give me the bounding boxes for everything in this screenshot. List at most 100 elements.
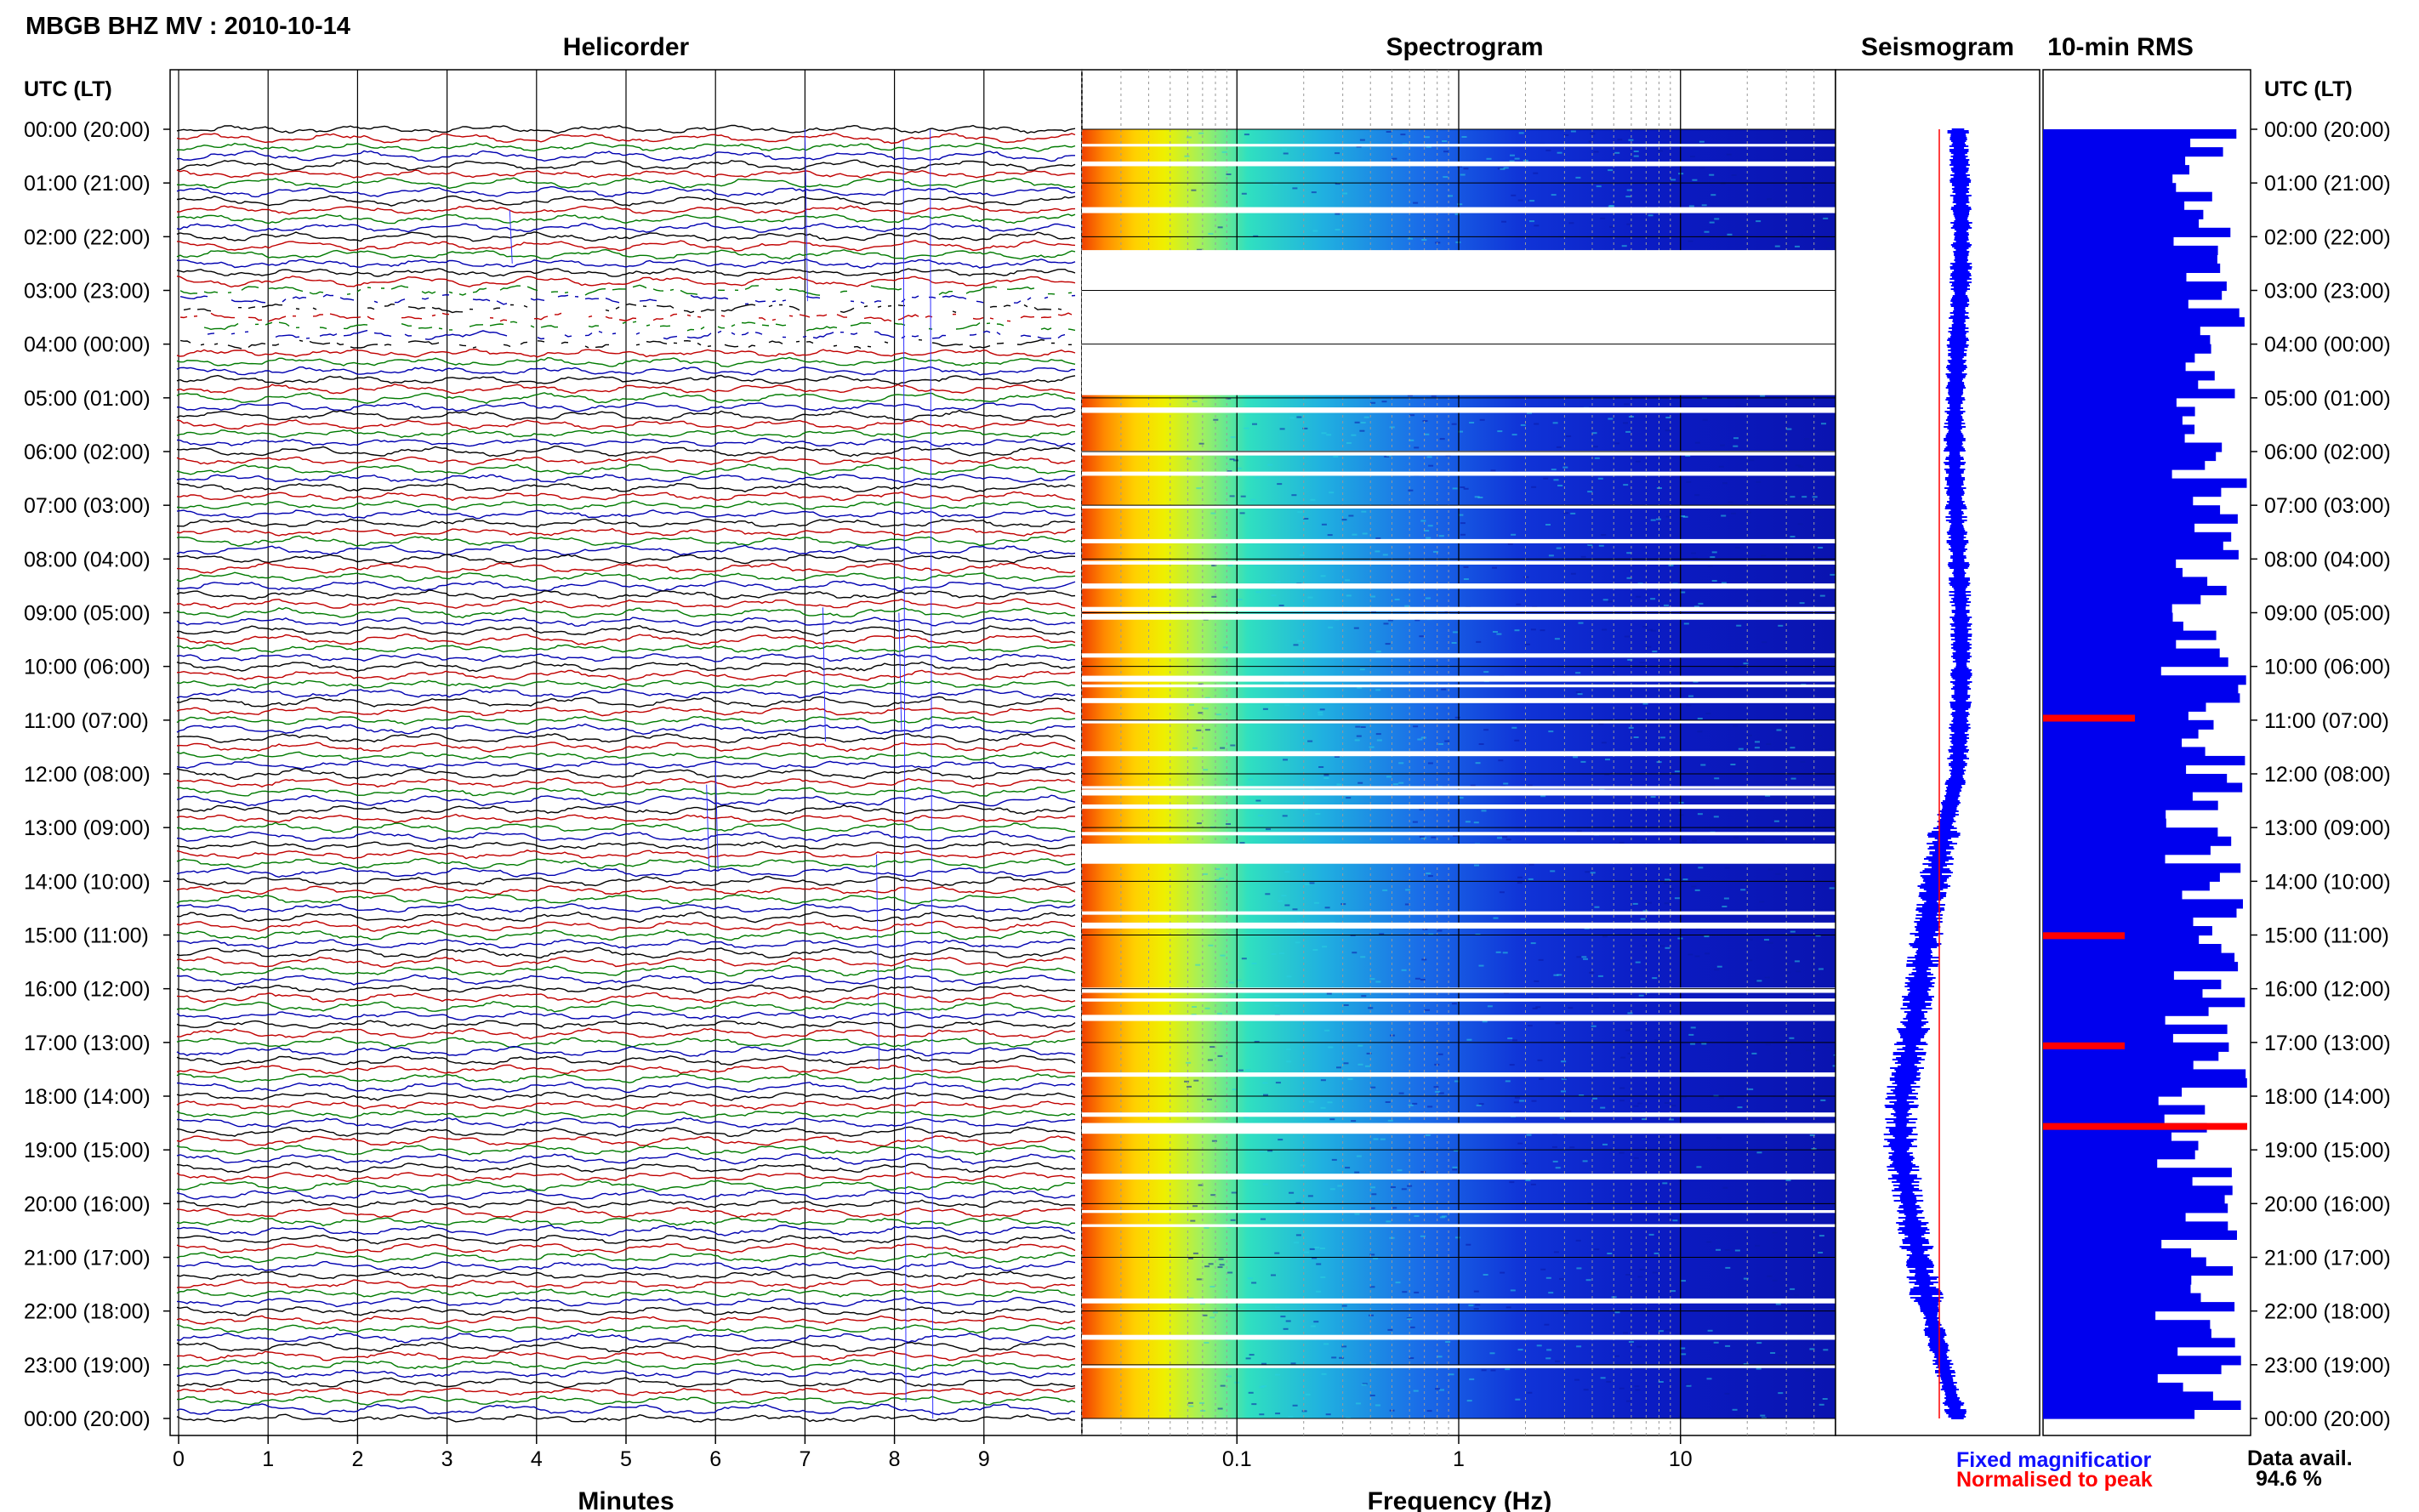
rms-bar [2043,335,2211,345]
spectrogram-speckle [1822,1398,1828,1400]
rms-bar [2043,290,2223,300]
spectrogram-speckle [1427,1106,1433,1108]
rms-highlight-bar [2043,714,2135,722]
spectrogram-speckle [1497,430,1503,433]
spectrogram-speckle [1600,217,1606,219]
spectrogram-speckle [1575,691,1581,693]
helicorder-trace [176,1251,1076,1264]
spectrogram-speckle [1369,1186,1375,1189]
spectrogram-speckle [1212,1311,1218,1314]
spectrogram-speckle [1369,1253,1375,1256]
spectrogram-speckle [1543,477,1549,480]
spectrogram-speckle [1360,956,1366,958]
spectrogram-speckle [1642,702,1648,705]
spectrogram-speckle [1759,839,1765,842]
spectrogram-gap-line [1082,1224,1836,1227]
helicorder-trace [176,617,1076,628]
spectrogram-speckle [1720,444,1725,446]
spectrogram-speckle [1680,515,1686,517]
helicorder-trace [176,391,1076,404]
spectrogram-speckle [1379,933,1385,935]
rms-bar [2043,639,2177,650]
spectrogram-speckle [1373,1138,1379,1140]
spectrogram-speckle [1818,968,1824,970]
spectrogram-speckle [1413,725,1419,728]
spectrogram-speckle [1806,1049,1812,1052]
helicorder-trace [176,222,1076,233]
spectrogram-speckle [1755,1244,1761,1247]
spectrogram-speckle [1302,808,1308,810]
spectrogram-speckle [1525,1179,1531,1181]
spectrogram-speckle [1650,598,1656,600]
spectrogram-speckle [1277,483,1283,486]
helicorder-trace [176,876,1076,887]
spectrogram-speckle [1530,628,1536,631]
spectrogram-speckle [1297,511,1303,514]
helicorder-trace [176,885,1076,895]
helicorder-trace [176,687,1076,699]
spectrogram-speckle [1426,1410,1432,1413]
spectrogram-speckle [1307,596,1313,599]
spectrogram-speckle [1561,1060,1567,1063]
rms-bar [2043,1248,2192,1259]
spectrogram-speckle [1370,401,1376,404]
spectrogram-speckle [1756,1151,1762,1154]
spectrogram-speckle [1674,770,1680,773]
spectrogram-speckle [1636,595,1642,598]
spectrogram-speckle [1627,1052,1633,1054]
spectrogram-speckle [1683,622,1689,625]
spectrogram-speckle [1591,1025,1597,1027]
spectrogram-speckle [1426,145,1431,148]
y-tick-label-left: 20:00 (16:00) [24,1192,151,1216]
spectrogram-speckle [1341,1345,1347,1348]
spectrogram-speckle [1642,1118,1648,1121]
spectrogram-speckle [1530,1183,1536,1185]
spectrogram-speckle [1239,512,1245,514]
spectrogram-speckle [1398,782,1404,784]
spectrogram-speckle [1420,736,1426,739]
helicorder-trace [203,321,1076,332]
rms-bar [2043,1320,2211,1330]
rms-bar [2043,1033,2173,1043]
helicorder-trace [176,1000,1076,1013]
spectrogram-speckle [1780,204,1786,207]
spectrogram-speckle [1576,1345,1582,1348]
spectrogram-speckle [1714,218,1720,220]
y-tick-label-right: 19:00 (15:00) [2264,1139,2391,1162]
spectrogram-speckle [1798,465,1804,468]
spectrogram-speckle [1535,1006,1541,1009]
spectrogram-speckle [1217,1407,1223,1410]
spectrogram-speckle [1438,535,1444,537]
helicorder-trace [176,437,1076,447]
spectrogram-speckle [1816,735,1822,736]
helicorder-trace [176,821,1075,833]
spectrogram-speckle [1781,236,1787,239]
spectrogram-speckle [1733,725,1739,727]
spectrogram-speckle [1395,1282,1401,1284]
spectrogram-speckle [1208,1263,1214,1265]
y-tick-label-right: 21:00 (17:00) [2264,1247,2391,1270]
spectrogram-speckle [1814,973,1820,975]
spectrogram-speckle [1511,726,1517,729]
helicorder-trace [176,1296,1076,1308]
spectrogram-speckle [1699,140,1705,143]
spectrogram-speckle [1680,1347,1686,1350]
rms-bar [2043,630,2217,640]
spectrogram-speckle [1551,1145,1557,1148]
helicorder-trace [176,634,1076,646]
spectrogram-speckle [1790,496,1796,498]
spectrogram-speckle [1356,1402,1361,1405]
spectrogram-speckle [1797,234,1803,236]
helicorder-trace [176,867,1076,878]
spectrogram-speckle [1628,139,1634,141]
spectrogram-speckle [1783,1343,1789,1345]
spectrogram-speckle [1652,977,1658,980]
y-tick-label-left: 15:00 (11:00) [24,924,149,948]
spectrogram-speckle [1696,1166,1702,1168]
spectrogram-speckle [1590,872,1596,874]
spectrogram-speckle [1694,889,1700,891]
rms-bar [2043,254,2217,264]
rms-bar [2043,397,2177,407]
rms-bar [2043,1391,2213,1401]
rms-bar [2043,326,2200,336]
